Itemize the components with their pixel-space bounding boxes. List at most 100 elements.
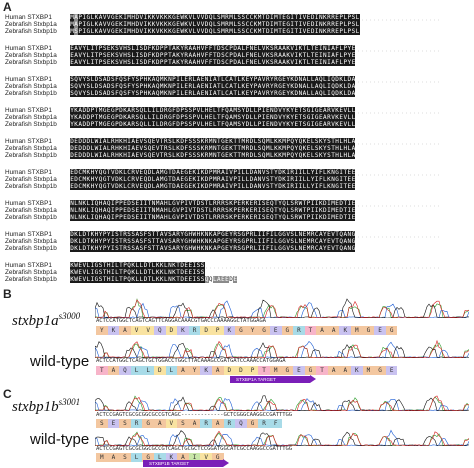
amino-acid: Y (96, 326, 108, 335)
trace-channel (95, 395, 469, 411)
amino-acid: G (281, 366, 294, 375)
alignment-sequence-name: Zebrafish Stxbp1b (5, 28, 57, 35)
trace-channel (95, 395, 469, 411)
alignment-sequence-row: DKLDTKHYPYISTRSSASFSTTAVSARYGHWHKNKAPGEY… (70, 245, 356, 252)
alignment-sequence-row: KWEVLIGSTHILTPQKLLDTLKKLNKTDEEISS (70, 269, 205, 276)
alignment-sequence-name: Zebrafish Stxbp1b (5, 214, 57, 221)
alignment-sequence-name: Zebrafish Stxbp1b (5, 183, 57, 190)
amino-acid: D (235, 366, 247, 375)
alignment-sequence-name: Zebrafish Stxbp1b (5, 152, 57, 159)
alignment-sequence-row: KWEVLIGSTHILTPQKLLDTLKKLNKTDEEISS (70, 262, 205, 269)
trace-channel (95, 300, 469, 318)
stxbp1b-wildtype-label: wild-type (30, 431, 90, 448)
amino-acid: R (188, 326, 201, 335)
alignment-ruler (70, 257, 440, 269)
amino-acid: A (107, 453, 120, 462)
panel-c-letter: C (3, 387, 12, 401)
amino-acid: T (258, 366, 270, 375)
amino-acid: K (200, 366, 212, 375)
amino-acid: E (269, 326, 282, 335)
amino-acid: F (269, 419, 282, 428)
amino-acid: G (374, 366, 386, 375)
stxbp1a-allele: s3000 (58, 311, 81, 321)
trace-channel (95, 341, 469, 358)
stxbp1b-mutant-label: stxbp1bs3001 (12, 397, 81, 415)
amino-acid: V (130, 326, 143, 335)
amino-acid: A (211, 366, 224, 375)
trace-channel (95, 342, 469, 358)
alignment-sequence-name: Zebrafish Stxbp1a (5, 114, 57, 121)
amino-acid: L (165, 366, 178, 375)
trace-channel (95, 398, 469, 411)
alignment-sequence-name: Zebrafish Stxbp1b (5, 121, 57, 128)
amino-acid: G (142, 419, 154, 428)
alignment-sequence-row: MAPIGLKAVVGEKIMHDVIKKVKKKGEWKVLVVDQLSMRM… (70, 14, 360, 21)
stxbp1a-mutant-chromatogram (95, 298, 469, 318)
amino-acid: G (362, 326, 375, 335)
amino-acid: G (304, 366, 317, 375)
amino-acid: A (153, 419, 166, 428)
trace-channel (95, 430, 469, 446)
trace-channel (95, 429, 469, 446)
trace-channel (95, 430, 469, 446)
stxbp1a-wildtype-label: wild-type (30, 353, 90, 370)
amino-acid: D (165, 326, 178, 335)
alignment-sequence-row: DEDDDLWIALRHKHIAEVSQEVTRSLKDFSSSKRMNTGEK… (70, 152, 356, 159)
amino-acid: D (153, 366, 166, 375)
amino-acid: M (351, 326, 363, 335)
alignment-sequence-row: EDCMKHYQGTVDKLCRVEQDLAMGTDAEGEKIKDPMRAIV… (70, 176, 356, 183)
alignment-sequence-row: DKLDTKHYPYISTRSSASFSTTAVSARYGHWHKNKAPGEY… (70, 238, 356, 245)
amino-acid: P (211, 326, 224, 335)
amino-acid: T (304, 326, 317, 335)
alignment-sequence-name: Human STXBP1 (5, 231, 52, 238)
amino-acid: Q (153, 326, 166, 335)
alignment-sequence-name: Human STXBP1 (5, 107, 52, 114)
alignment-sequence-row: DKLDTKHYPYISTRSSASFSTTAVSARYGHWHKNKAPGEY… (70, 231, 356, 238)
alignment-sequence-name: Human STXBP1 (5, 14, 52, 21)
trace-channel (95, 341, 469, 358)
alignment-sequence-name: Zebrafish Stxbp1b (5, 59, 57, 66)
stxbp1b-target-arrow: STXBP1B TARGET (143, 459, 229, 467)
trace-channel (95, 339, 469, 358)
amino-acid: K (339, 326, 352, 335)
amino-acid: K (177, 326, 189, 335)
alignment-sequence-row: SQVYSLDSADSFQSFYSPHKAQMKNPILERLAENIATLCA… (70, 76, 356, 83)
alignment-sequence-row: EAVYLITPSEKSVHSLISDFKDPPTAKYRAAHVFFTDSCP… (70, 45, 356, 52)
alignment-sequence-row: NLNKLIQHAQIPPEDSEIITNMAHLGVPIVTDSTLRRRSK… (70, 214, 356, 221)
alignment-sequence-row: EAVYLITPSEKSVHSLISDFKDPPTAKYRAAHVFFTDSCP… (70, 59, 356, 66)
panel-b-letter: B (3, 287, 12, 301)
amino-acid: G (235, 326, 247, 335)
alignment-sequence-row: MSPIGLKAVVGEKIMHDVIKKVKKKGEWKVLVVDQLSMRM… (70, 28, 360, 35)
amino-acid: I (188, 453, 201, 462)
stxbp1b-mutant-chromatogram (95, 395, 469, 411)
amino-acid: K (351, 366, 363, 375)
amino-acid: P (246, 366, 259, 375)
amino-acid: T (96, 366, 108, 375)
amino-acid: S (177, 419, 189, 428)
alignment-sequence-row: KWEVLIGSTHILTPQKLLDTLKKLNKTDEEISSQQLAEED… (70, 276, 238, 283)
amino-acid: K (165, 453, 178, 462)
amino-acid: A (316, 326, 328, 335)
amino-acid: A (188, 419, 201, 428)
alignment-sequence-row: SQVYSLDSADSFQSFYSPHKAQMKNPILERLAENIATLCA… (70, 83, 356, 90)
amino-acid: K (223, 326, 236, 335)
amino-acid: R (130, 419, 143, 428)
alignment-sequence-name: Zebrafish Stxbp1b (5, 90, 57, 97)
stxbp1a-mutant-label: stxbp1as3000 (12, 311, 81, 329)
amino-acid: A (177, 453, 189, 462)
trace-channel (95, 431, 469, 446)
alignment-sequence-name: Zebrafish Stxbp1b (5, 276, 57, 283)
amino-acid: S (96, 419, 108, 428)
stxbp1a-mutant-sequence: ACTCCATGGCTCAGTCAGTTCAGGACAAACGTGACCCAAA… (96, 318, 266, 324)
amino-acid: A (327, 326, 340, 335)
amino-acid: Q (235, 419, 247, 428)
stxbp1b-allele: s3001 (58, 397, 81, 407)
alignment-sequence-row: SQVYSLDSADSFQSFYSPHKAQMKNPILERLAENIATLCA… (70, 90, 356, 97)
alignment-sequence-row: YKADDPTMGEGPDKARSQLLILDRGFDPSSPVLHELTFQA… (70, 121, 356, 128)
amino-acid: G (385, 326, 398, 335)
amino-acid: M (362, 366, 375, 375)
amino-acid: Y (188, 366, 201, 375)
